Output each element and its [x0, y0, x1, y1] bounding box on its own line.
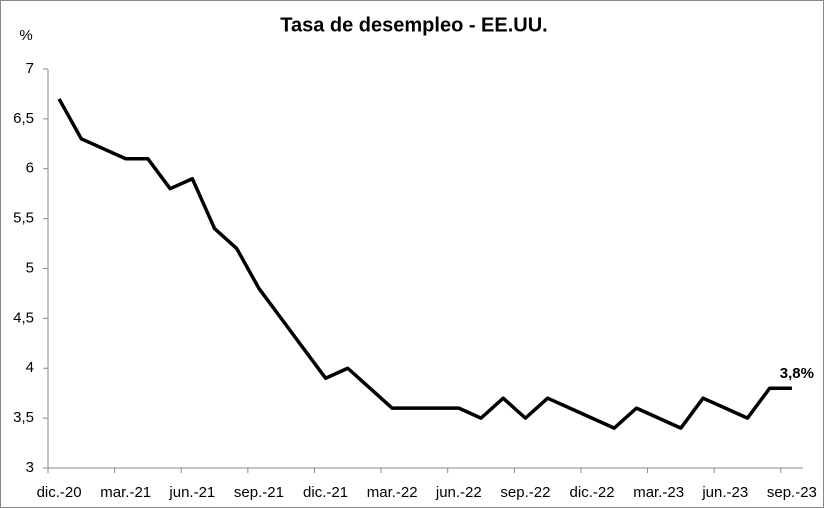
y-tick-label: 4,5	[13, 309, 34, 326]
x-tick-label: mar.-22	[367, 484, 418, 501]
y-tick-label: 4	[26, 359, 34, 376]
y-tick-label: 7	[26, 60, 34, 77]
y-tick-label: 6	[26, 160, 34, 177]
y-tick-label: 3,5	[13, 409, 34, 426]
x-tick-label: dic.-22	[570, 484, 615, 501]
chart-title: Tasa de desempleo - EE.UU.	[280, 14, 548, 36]
y-tick-label: 6,5	[13, 110, 34, 127]
x-tick-label: dic.-20	[37, 484, 82, 501]
y-axis-label: %	[19, 27, 32, 44]
x-tick-label: sep.-23	[767, 484, 817, 501]
x-tick-label: jun.-21	[168, 484, 215, 501]
x-tick-label: sep.-21	[234, 484, 284, 501]
x-tick-label: mar.-23	[633, 484, 684, 501]
data-line	[57, 98, 792, 430]
y-tick-label: 5	[26, 259, 34, 276]
y-tick-label: 3	[26, 459, 34, 476]
y-tick-label: 5,5	[13, 210, 34, 227]
x-tick-label: jun.-22	[435, 484, 482, 501]
value-label: 3,8%	[780, 365, 814, 382]
x-tick-label: dic.-21	[303, 484, 348, 501]
x-tick-label: sep.-22	[500, 484, 550, 501]
x-tick-label: jun.-23	[701, 484, 748, 501]
x-tick-label: mar.-21	[100, 484, 151, 501]
